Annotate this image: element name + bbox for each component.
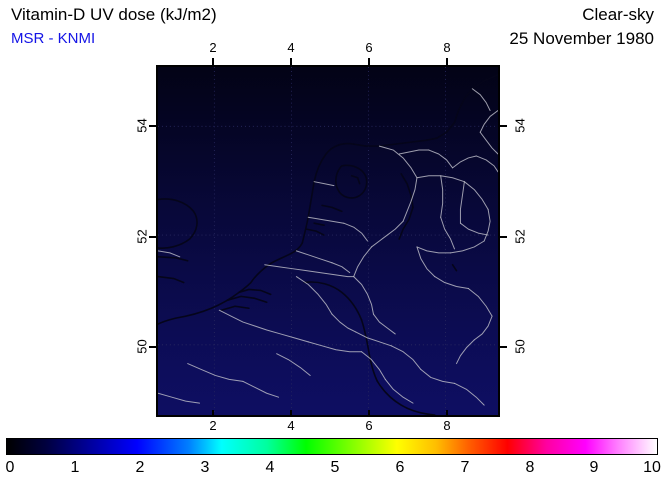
colorbar-tick-10: 10 <box>643 459 661 476</box>
tick-bottom-2 <box>212 410 214 417</box>
colorbar-tick-9: 9 <box>589 459 599 476</box>
tick-right-52 <box>500 236 507 238</box>
tick-label-bottom-6: 6 <box>365 418 373 433</box>
sky-condition-label: Clear-sky <box>582 5 654 24</box>
page-title: Vitamin-D UV dose (kJ/m2) <box>11 5 217 24</box>
tick-right-54 <box>500 125 507 127</box>
colorbar-tick-4: 4 <box>265 459 275 476</box>
tick-label-top-6: 6 <box>365 40 373 55</box>
tick-label-left-50: 50 <box>134 339 150 354</box>
map-overlay <box>158 67 498 415</box>
tick-left-54 <box>149 125 156 127</box>
colorbar-tick-5: 5 <box>330 459 340 476</box>
colorbar-tick-0: 0 <box>5 459 15 476</box>
colorbar <box>6 438 658 455</box>
tick-right-50 <box>500 346 507 348</box>
tick-label-bottom-4: 4 <box>287 418 295 433</box>
colorbar-tick-1: 1 <box>70 459 80 476</box>
colorbar-gradient <box>6 438 658 455</box>
tick-label-right-52: 52 <box>512 229 528 244</box>
colorbar-tick-6: 6 <box>395 459 405 476</box>
tick-top-8 <box>446 58 448 65</box>
tick-label-left-52: 52 <box>134 229 150 244</box>
coastlines <box>158 74 498 415</box>
tick-label-bottom-8: 8 <box>443 418 451 433</box>
tick-top-2 <box>212 58 214 65</box>
colorbar-tick-7: 7 <box>460 459 470 476</box>
tick-bottom-6 <box>368 410 370 417</box>
tick-label-top-4: 4 <box>287 40 295 55</box>
tick-label-top-2: 2 <box>209 40 217 55</box>
tick-top-4 <box>290 58 292 65</box>
map-plot-area <box>156 65 500 417</box>
tick-label-left-54: 54 <box>134 118 150 133</box>
tick-bottom-8 <box>446 410 448 417</box>
date-label: 25 November 1980 <box>509 29 654 48</box>
tick-top-6 <box>368 58 370 65</box>
tick-label-right-54: 54 <box>512 118 528 133</box>
country-borders <box>158 88 498 406</box>
tick-label-bottom-2: 2 <box>209 418 217 433</box>
colorbar-tick-3: 3 <box>200 459 210 476</box>
tick-left-52 <box>149 236 156 238</box>
tick-label-right-50: 50 <box>512 339 528 354</box>
colorbar-tick-2: 2 <box>135 459 145 476</box>
data-source-label: MSR - KNMI <box>11 30 96 47</box>
tick-bottom-4 <box>290 410 292 417</box>
tick-label-top-8: 8 <box>443 40 451 55</box>
tick-left-50 <box>149 346 156 348</box>
colorbar-tick-8: 8 <box>525 459 535 476</box>
graticule <box>158 67 498 415</box>
